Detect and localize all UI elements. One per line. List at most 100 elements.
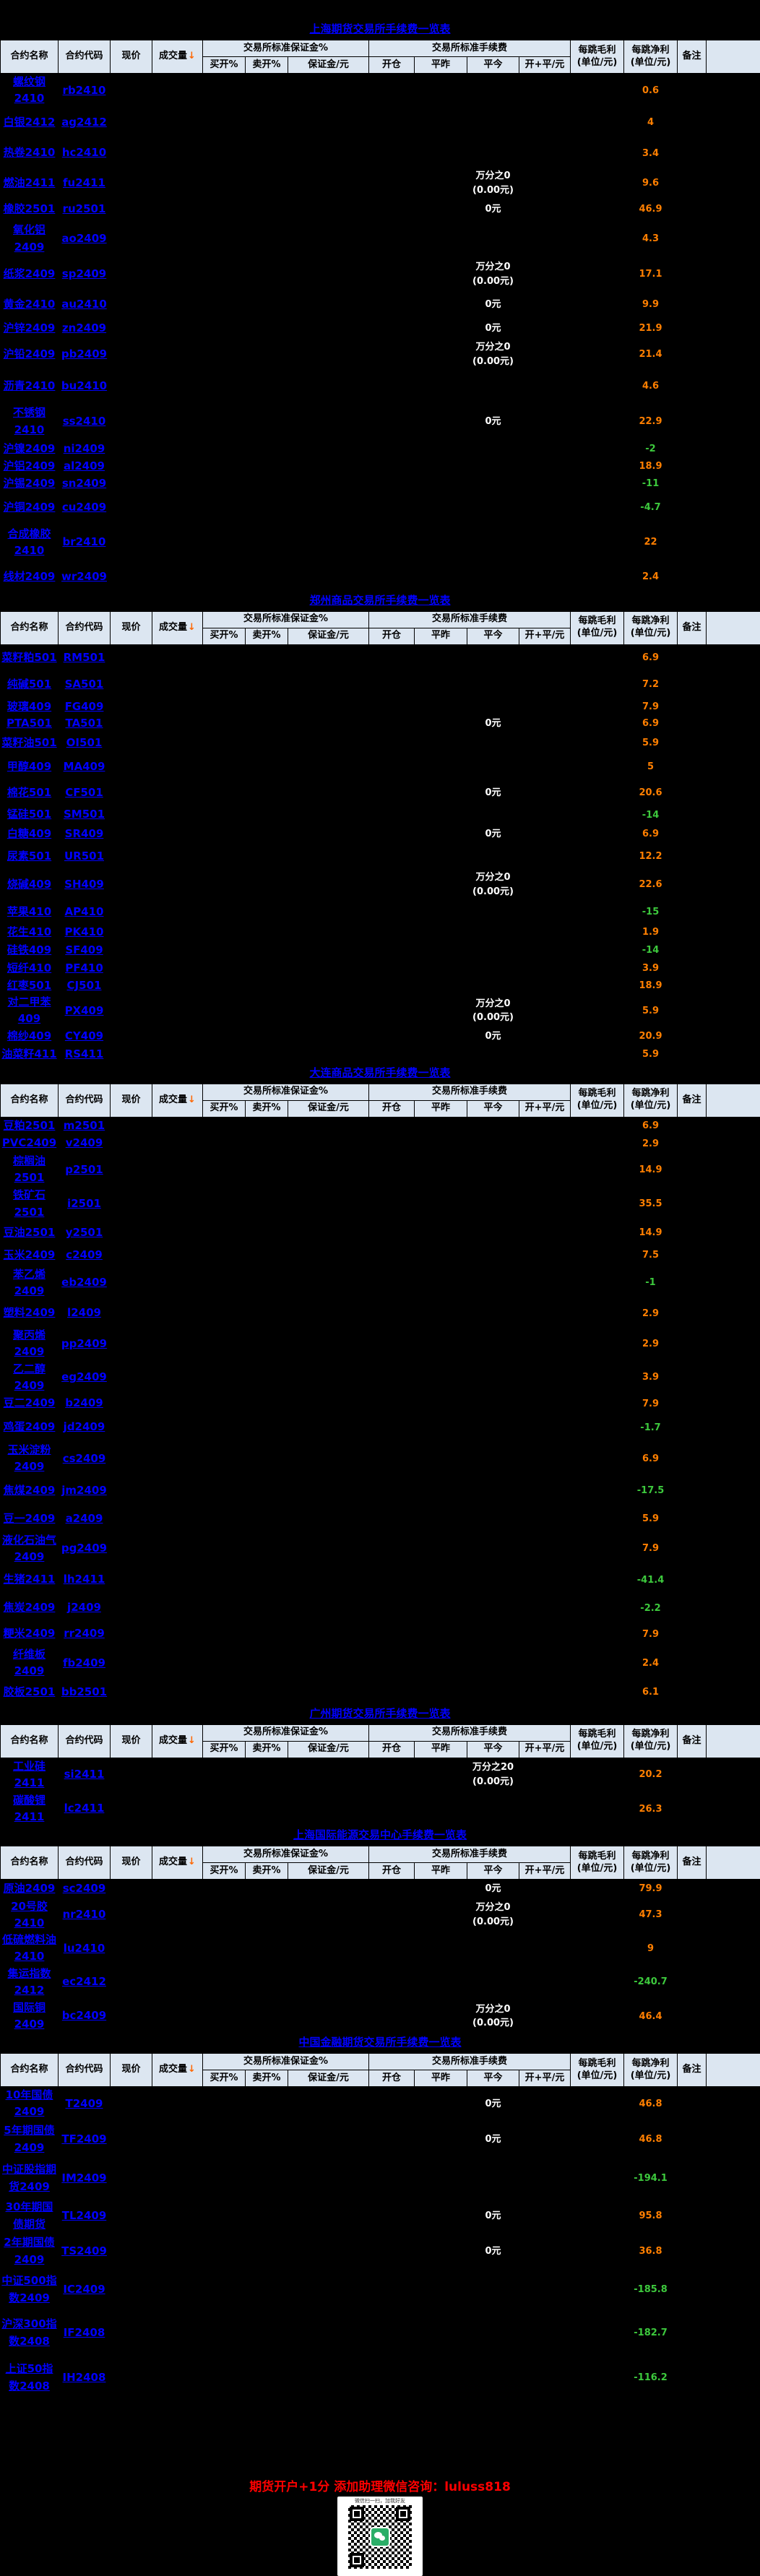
- contract-code-link[interactable]: IC2409: [63, 2281, 105, 2298]
- contract-code-link[interactable]: ru2501: [63, 201, 106, 217]
- contract-code-link[interactable]: al2409: [64, 458, 105, 475]
- contract-code-link[interactable]: TS2409: [61, 2243, 107, 2260]
- contract-code-link[interactable]: jm2409: [61, 1482, 107, 1499]
- contract-code-link[interactable]: sn2409: [62, 475, 106, 492]
- contract-name-link[interactable]: 豆一2409: [4, 1510, 56, 1527]
- contract-name-link[interactable]: 螺纹钢 2410: [13, 74, 46, 108]
- contract-name-link[interactable]: 豆油2501: [4, 1224, 56, 1241]
- contract-name-link[interactable]: 沪铝2409: [4, 458, 56, 475]
- contract-name-link[interactable]: 线材2409: [4, 569, 56, 585]
- contract-name-link[interactable]: PTA501: [7, 715, 52, 732]
- contract-name-link[interactable]: 不锈钢 2410: [13, 405, 46, 438]
- contract-name-link[interactable]: 豆二2409: [4, 1395, 56, 1412]
- contract-code-link[interactable]: bb2501: [61, 1684, 107, 1700]
- contract-code-link[interactable]: PX409: [65, 1003, 104, 1019]
- contract-code-link[interactable]: TA501: [66, 715, 103, 732]
- contract-code-link[interactable]: br2410: [63, 534, 106, 550]
- contract-name-link[interactable]: 烧碱409: [7, 876, 51, 893]
- contract-code-link[interactable]: RS411: [65, 1046, 104, 1063]
- contract-code-link[interactable]: hc2410: [62, 144, 106, 161]
- contract-name-link[interactable]: 尿素501: [7, 848, 51, 865]
- contract-code-link[interactable]: SH409: [64, 876, 104, 893]
- contract-code-link[interactable]: CY409: [65, 1028, 103, 1045]
- contract-code-link[interactable]: i2501: [67, 1196, 101, 1212]
- contract-code-link[interactable]: p2501: [65, 1162, 103, 1178]
- contract-name-link[interactable]: 粳米2409: [4, 1625, 56, 1642]
- contract-code-link[interactable]: SM501: [64, 806, 105, 823]
- contract-code-link[interactable]: si2411: [64, 1766, 105, 1783]
- contract-name-link[interactable]: 中证500指 数2409: [1, 2273, 56, 2307]
- contract-code-link[interactable]: lc2411: [64, 1800, 105, 1817]
- contract-code-link[interactable]: CF501: [65, 785, 103, 801]
- contract-name-link[interactable]: 原油2409: [4, 1880, 56, 1897]
- contract-name-link[interactable]: PVC2409: [2, 1135, 56, 1151]
- contract-name-link[interactable]: 10年国债 2409: [6, 2087, 53, 2121]
- contract-name-link[interactable]: 橡胶2501: [4, 201, 56, 217]
- contract-code-link[interactable]: CJ501: [67, 977, 102, 994]
- contract-name-link[interactable]: 沪铅2409: [4, 346, 56, 363]
- contract-name-link[interactable]: 沪深300指 数2408: [1, 2316, 56, 2350]
- contract-name-link[interactable]: 苯乙烯 2409: [13, 1266, 46, 1300]
- contract-code-link[interactable]: TL2409: [62, 2208, 107, 2224]
- contract-name-link[interactable]: 低硫燃料油 2410: [2, 1932, 56, 1966]
- contract-name-link[interactable]: 燃油2411: [4, 175, 56, 191]
- contract-code-link[interactable]: y2501: [66, 1224, 103, 1241]
- contract-name-link[interactable]: 焦炭2409: [4, 1599, 56, 1616]
- section-title-link[interactable]: 上海国际能源交易中心手续费一览表: [293, 1828, 467, 1841]
- contract-code-link[interactable]: rr2409: [64, 1625, 105, 1642]
- contract-code-link[interactable]: SA501: [65, 676, 104, 693]
- section-title-link[interactable]: 中国金融期货交易所手续费一览表: [298, 2036, 461, 2049]
- contract-name-link[interactable]: 沪锌2409: [4, 320, 56, 337]
- contract-name-link[interactable]: 棉纱409: [7, 1028, 51, 1045]
- contract-name-link[interactable]: 沪铜2409: [4, 499, 56, 516]
- contract-code-link[interactable]: sc2409: [63, 1880, 106, 1897]
- contract-code-link[interactable]: c2409: [66, 1247, 103, 1263]
- contract-code-link[interactable]: a2409: [66, 1510, 103, 1527]
- contract-name-link[interactable]: 热卷2410: [4, 144, 56, 161]
- contract-code-link[interactable]: PF410: [65, 960, 103, 977]
- contract-name-link[interactable]: 菜籽油501: [1, 735, 56, 751]
- contract-name-link[interactable]: 硅铁409: [7, 942, 51, 959]
- contract-code-link[interactable]: pb2409: [61, 346, 107, 363]
- contract-code-link[interactable]: sp2409: [62, 266, 106, 282]
- contract-code-link[interactable]: SR409: [65, 826, 104, 842]
- contract-name-link[interactable]: 纸浆2409: [4, 266, 56, 282]
- contract-code-link[interactable]: RM501: [64, 649, 105, 666]
- contract-code-link[interactable]: jd2409: [64, 1419, 105, 1435]
- contract-code-link[interactable]: pg2409: [61, 1540, 107, 1557]
- contract-name-link[interactable]: 短纤410: [7, 960, 51, 977]
- contract-name-link[interactable]: 30年期国 债期货: [6, 2199, 53, 2233]
- contract-code-link[interactable]: lh2411: [64, 1571, 105, 1588]
- contract-name-link[interactable]: 集运指数 2412: [7, 1966, 51, 2000]
- contract-code-link[interactable]: v2409: [66, 1135, 103, 1151]
- contract-name-link[interactable]: 棕榈油 2501: [13, 1153, 46, 1187]
- contract-name-link[interactable]: 沥青2410: [4, 378, 56, 394]
- contract-code-link[interactable]: T2409: [66, 2096, 103, 2112]
- contract-code-link[interactable]: pp2409: [61, 1336, 107, 1352]
- contract-name-link[interactable]: 合成橡胶 2410: [7, 526, 51, 560]
- contract-code-link[interactable]: OI501: [66, 735, 103, 751]
- contract-code-link[interactable]: zn2409: [62, 320, 106, 337]
- contract-code-link[interactable]: lu2410: [64, 1940, 105, 1957]
- contract-code-link[interactable]: IF2408: [64, 2325, 105, 2341]
- contract-code-link[interactable]: nr2410: [63, 1906, 106, 1923]
- contract-name-link[interactable]: 玉米2409: [4, 1247, 56, 1263]
- section-title-link[interactable]: 上海期货交易所手续费一览表: [309, 22, 450, 35]
- contract-name-link[interactable]: 上证50指 数2408: [6, 2361, 53, 2395]
- contract-name-link[interactable]: 氧化铝 2409: [13, 222, 46, 256]
- contract-code-link[interactable]: IM2409: [61, 2170, 106, 2187]
- contract-name-link[interactable]: 工业硅 2411: [13, 1758, 46, 1792]
- contract-name-link[interactable]: 花生410: [7, 924, 51, 941]
- contract-name-link[interactable]: 20号胶 2410: [11, 1898, 48, 1932]
- contract-code-link[interactable]: m2501: [64, 1118, 105, 1134]
- contract-name-link[interactable]: 国际铜 2409: [13, 2000, 46, 2033]
- contract-name-link[interactable]: 玻璃409: [7, 699, 51, 715]
- contract-code-link[interactable]: ao2409: [61, 230, 106, 247]
- contract-code-link[interactable]: eg2409: [61, 1369, 107, 1386]
- contract-name-link[interactable]: 纤维板 2409: [13, 1646, 46, 1680]
- contract-name-link[interactable]: 液化石油气 2409: [2, 1532, 56, 1566]
- section-title-link[interactable]: 大连商品交易所手续费一览表: [309, 1066, 450, 1079]
- contract-name-link[interactable]: 2年期国债 2409: [4, 2234, 54, 2268]
- contract-name-link[interactable]: 沪锡2409: [4, 475, 56, 492]
- contract-code-link[interactable]: bu2410: [61, 378, 107, 394]
